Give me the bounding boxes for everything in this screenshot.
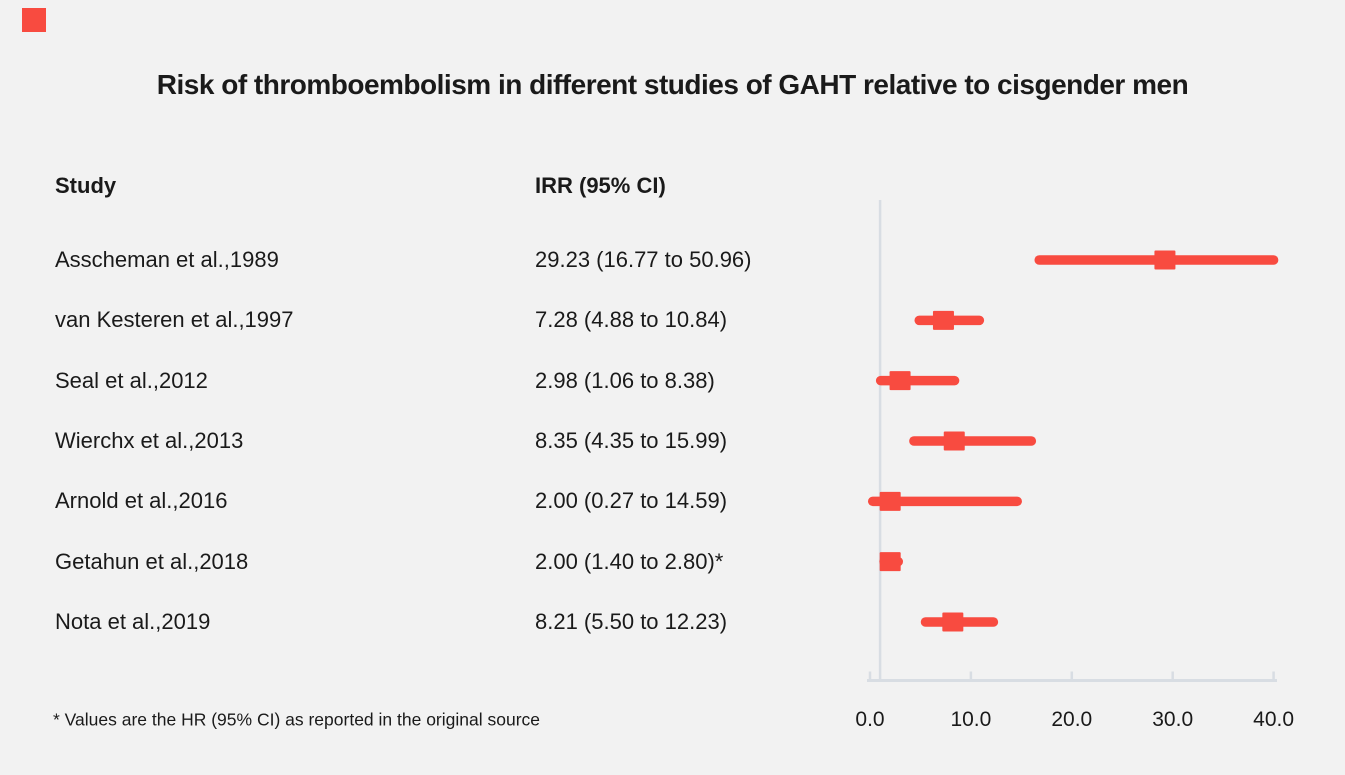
irr-value: 29.23 (16.77 to 50.96) bbox=[535, 247, 752, 272]
irr-value: 8.21 (5.50 to 12.23) bbox=[535, 608, 728, 634]
point-estimate-marker bbox=[889, 371, 911, 391]
brand-mark bbox=[22, 8, 46, 32]
point-estimate-marker bbox=[942, 612, 964, 632]
study-label: Arnold et al.,2016 bbox=[55, 488, 228, 514]
page-title: Risk of thromboembolism in different stu… bbox=[156, 69, 1189, 100]
study-label: Wierchx et al.,2013 bbox=[55, 427, 244, 453]
point-estimate-marker bbox=[1154, 250, 1176, 270]
study-label: Asscheman et al.,1989 bbox=[55, 247, 279, 272]
study-label: van Kesteren et al.,1997 bbox=[55, 307, 294, 333]
footnote: * Values are the HR (95% CI) as reported… bbox=[53, 709, 541, 730]
study-label: Nota et al.,2019 bbox=[55, 608, 211, 634]
point-estimate-marker bbox=[879, 552, 901, 572]
irr-value: 8.35 (4.35 to 15.99) bbox=[535, 427, 728, 453]
column-header-study: Study bbox=[55, 173, 117, 198]
x-axis-tick-label: 20.0 bbox=[1051, 708, 1092, 731]
irr-value: 7.28 (4.88 to 10.84) bbox=[535, 307, 728, 333]
irr-value: 2.00 (1.40 to 2.80)* bbox=[535, 548, 724, 574]
point-estimate-marker bbox=[932, 310, 954, 330]
column-header-irr: IRR (95% CI) bbox=[535, 173, 666, 198]
x-axis-tick-label: 0.0 bbox=[855, 708, 884, 731]
x-axis-tick-label: 10.0 bbox=[950, 708, 991, 731]
x-axis-tick-label: 40.0 bbox=[1253, 708, 1294, 731]
point-estimate-marker bbox=[879, 491, 901, 511]
irr-value: 2.98 (1.06 to 8.38) bbox=[535, 367, 715, 393]
study-label: Getahun et al.,2018 bbox=[55, 548, 249, 574]
irr-value: 2.00 (0.27 to 14.59) bbox=[535, 488, 728, 514]
study-label: Seal et al.,2012 bbox=[55, 367, 208, 393]
x-axis-tick-label: 30.0 bbox=[1152, 708, 1193, 731]
point-estimate-marker bbox=[943, 431, 965, 451]
